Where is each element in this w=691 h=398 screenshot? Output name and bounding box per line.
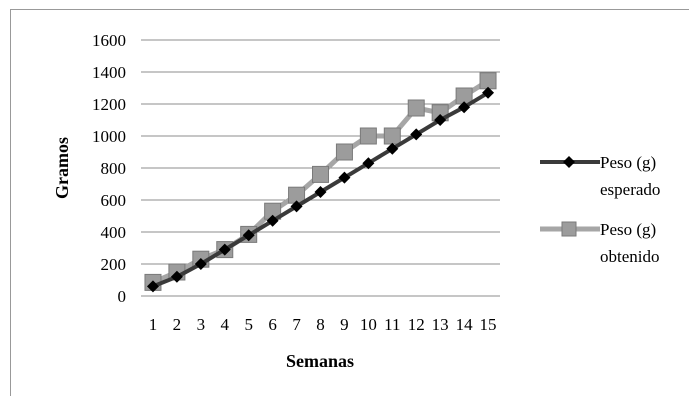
x-tick-label: 8 [316, 315, 325, 334]
y-tick-label: 1000 [92, 127, 126, 146]
x-tick-label: 5 [244, 315, 253, 334]
data-point [386, 142, 399, 155]
legend-label: esperado [600, 180, 660, 199]
y-tick-label: 800 [101, 159, 127, 178]
data-point [383, 127, 401, 145]
data-point [407, 99, 425, 117]
y-tick-label: 200 [101, 255, 127, 274]
x-tick-labels: 1 2 3 4 5 6 7 8 9 10 11 12 13 14 15 [149, 315, 497, 334]
data-point [266, 214, 279, 227]
x-tick-label: 6 [268, 315, 277, 334]
x-tick-label: 12 [408, 315, 425, 334]
x-axis-title: Semanas [286, 351, 354, 371]
x-tick-label: 14 [456, 315, 474, 334]
legend-item-esperado: Peso (g) esperado [540, 153, 660, 199]
data-point [146, 280, 159, 293]
y-tick-label: 1200 [92, 95, 126, 114]
series-esperado [146, 86, 495, 293]
data-point [482, 86, 495, 99]
x-tick-label: 1 [149, 315, 158, 334]
data-point [458, 101, 471, 114]
x-tick-label: 10 [360, 315, 377, 334]
x-tick-label: 15 [480, 315, 497, 334]
y-tick-label: 1600 [92, 31, 126, 50]
data-point [170, 270, 183, 283]
legend-label: obtenido [600, 247, 660, 266]
x-tick-label: 2 [173, 315, 182, 334]
x-tick-label: 7 [292, 315, 301, 334]
x-tick-label: 13 [432, 315, 449, 334]
data-point [218, 243, 231, 256]
data-point [314, 186, 327, 198]
legend-label: Peso (g) [600, 153, 656, 172]
chart-area [10, 9, 689, 396]
data-point [242, 229, 255, 242]
legend-marker [563, 156, 575, 168]
data-point [434, 114, 447, 126]
data-point [362, 157, 375, 170]
x-tick-label: 9 [340, 315, 349, 334]
data-point [359, 127, 377, 145]
y-tick-labels: 0 200 400 600 800 1000 1200 1400 1600 [92, 31, 126, 306]
x-tick-label: 3 [197, 315, 206, 334]
y-axis-title: Gramos [52, 137, 72, 199]
y-tick-label: 400 [101, 223, 127, 242]
y-tick-label: 1400 [92, 63, 126, 82]
data-point [290, 200, 303, 213]
data-point [194, 258, 207, 270]
legend-label: Peso (g) [600, 220, 656, 239]
series-obtenido [144, 72, 497, 291]
y-tick-label: 0 [118, 287, 127, 306]
y-tick-label: 600 [101, 191, 127, 210]
x-tick-label: 4 [221, 315, 230, 334]
data-point [312, 165, 329, 183]
data-point [410, 128, 423, 141]
data-point [338, 171, 351, 184]
legend-marker [561, 221, 577, 237]
series-layer [144, 72, 497, 293]
data-point [335, 143, 353, 161]
legend-item-obtenido: Peso (g) obtenido [540, 220, 660, 266]
x-tick-label: 11 [384, 315, 400, 334]
legend: Peso (g) esperado Peso (g) obtenido [540, 153, 660, 266]
data-point [479, 72, 497, 90]
